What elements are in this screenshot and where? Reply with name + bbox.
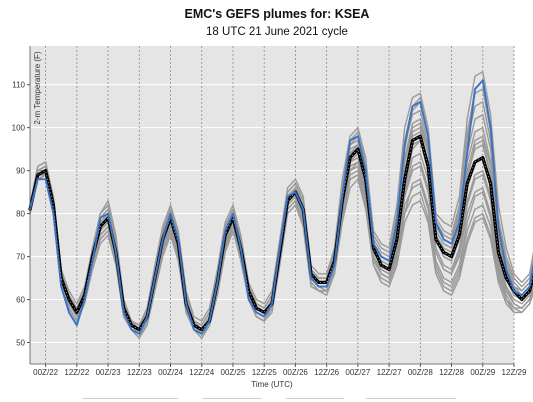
x-tick-label: 12Z/22 (64, 368, 89, 377)
x-tick-label: 00Z/23 (96, 368, 121, 377)
x-tick-label: 00Z/22 (33, 368, 58, 377)
y-tick-label: 50 (16, 339, 25, 348)
x-tick-label: 00Z/27 (345, 368, 370, 377)
x-tick-label: 12Z/29 (502, 368, 527, 377)
y-tick-label: 70 (16, 253, 25, 262)
series-layer (28, 71, 533, 339)
y-tick-label: 60 (16, 296, 25, 305)
chart-title: EMC's GEFS plumes for: KSEA (185, 7, 370, 21)
footer-divider (286, 398, 344, 399)
x-tick-label: 12Z/26 (314, 368, 339, 377)
x-tick-label: 12Z/23 (127, 368, 152, 377)
footer-divider (366, 398, 456, 399)
footer-divider (82, 398, 178, 399)
x-tick-label: 12Z/28 (439, 368, 464, 377)
x-tick-label: 12Z/24 (189, 368, 214, 377)
y-tick-label: 100 (12, 124, 26, 133)
x-tick-label: 00Z/24 (158, 368, 183, 377)
y-axis-label: 2-m Temperature (F) (33, 51, 42, 125)
plot-area (30, 46, 514, 364)
y-tick-label: 110 (12, 81, 25, 90)
grid-lines (30, 46, 515, 364)
x-tick-label: 00Z/25 (221, 368, 246, 377)
x-tick-label: 12Z/25 (252, 368, 277, 377)
footer-divider (202, 398, 262, 399)
x-tick-label: 12Z/27 (377, 368, 402, 377)
x-axis-label: Time (UTC) (251, 380, 293, 389)
control-run-line (29, 79, 533, 335)
x-tick-label: 00Z/28 (408, 368, 433, 377)
x-tick-label: 00Z/29 (470, 368, 495, 377)
axis-layer: 50 60 70 80 90 100 110 00Z/22 12Z/22 00Z/23 12Z/23… (12, 46, 527, 377)
chart-subtitle: 18 UTC 21 June 2021 cycle (206, 26, 348, 38)
ensemble-mean-dots (29, 135, 533, 331)
y-tick-label: 90 (16, 167, 25, 176)
y-tick-label: 80 (16, 210, 25, 219)
x-tick-label: 00Z/26 (283, 368, 308, 377)
